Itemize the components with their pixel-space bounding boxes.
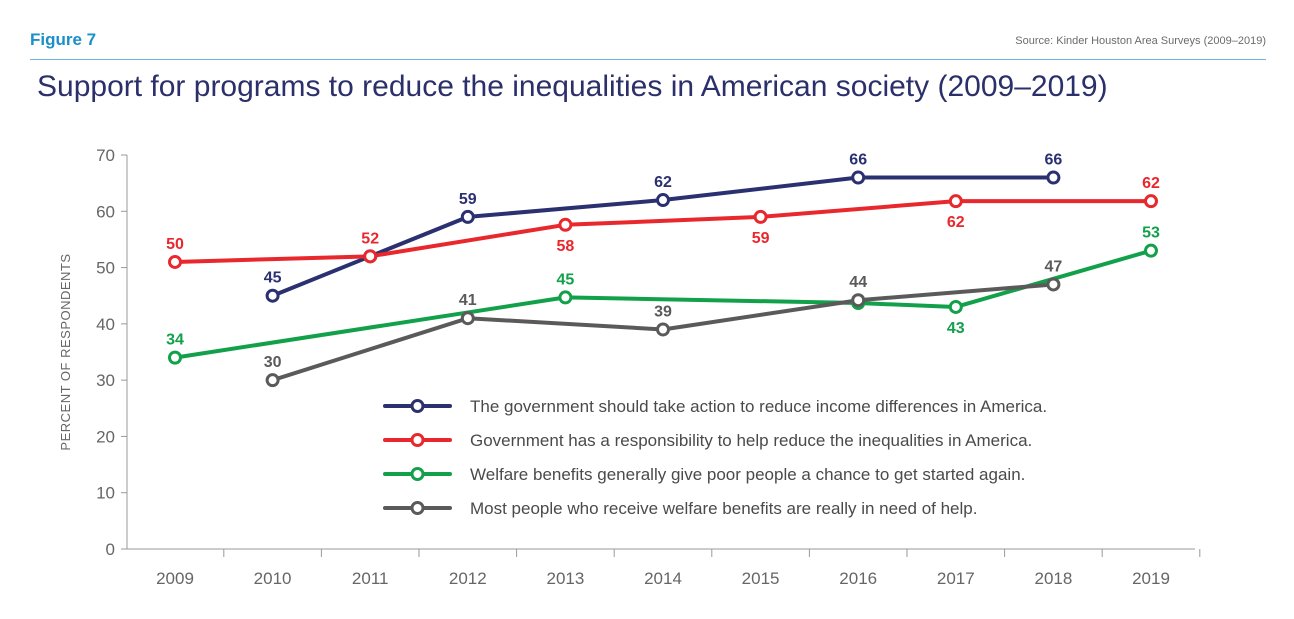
- series-2-data-label: 62: [1142, 175, 1160, 192]
- series-1-point: [656, 193, 670, 208]
- series-lines: [173, 175, 1153, 383]
- series-2-point: [363, 249, 378, 264]
- series-4-point: [265, 373, 280, 388]
- series-1-data-label: 59: [459, 191, 477, 208]
- series-2-data-label: 59: [752, 230, 770, 247]
- x-tick-label: 2017: [937, 569, 975, 588]
- source-note: Source: Kinder Houston Area Surveys (200…: [1015, 35, 1266, 47]
- x-tick-label: 2010: [254, 569, 292, 588]
- chart-title: Support for programs to reduce the inequ…: [37, 70, 1108, 103]
- legend-label-4: Most people who receive welfare benefits…: [470, 499, 977, 518]
- series-2-point: [948, 194, 963, 209]
- series-1-point: [265, 288, 280, 303]
- y-tick-label: 40: [96, 315, 115, 334]
- series-3-data-label: 34: [166, 332, 184, 349]
- data-labels: 45 59 62 66 66 50 52 58 59 62 62 34 45 43 53 30 41 39 44 47: [166, 152, 1160, 372]
- x-tick-label: 2014: [644, 569, 682, 588]
- legend-label-1: The government should take action to red…: [470, 397, 1047, 416]
- series-4-data-label: 44: [849, 274, 867, 291]
- x-tick-label: 2012: [449, 569, 487, 588]
- series-3-data-label: 53: [1142, 225, 1160, 242]
- legend: The government should take action to red…: [383, 397, 1047, 518]
- y-tick-label: 70: [96, 146, 115, 165]
- series-4-point: [851, 293, 866, 308]
- series-1-point: [1046, 170, 1061, 185]
- x-tick-label: 2011: [352, 569, 389, 588]
- series-1-point: [460, 209, 475, 224]
- y-tick-label: 50: [96, 259, 115, 278]
- series-2-point: [753, 209, 768, 224]
- series-4-data-label: 41: [459, 292, 477, 309]
- legend-marker-2: [410, 433, 425, 447]
- header-divider: [30, 59, 1266, 60]
- x-tick-label: 2009: [156, 569, 194, 588]
- x-tick-label: 2018: [1034, 569, 1072, 588]
- series-4-point: [1046, 277, 1061, 292]
- series-3-data-label: 43: [947, 320, 965, 337]
- series-2-data-label: 62: [947, 214, 965, 231]
- series-3-point: [558, 290, 573, 305]
- series-2-data-label: 52: [361, 230, 379, 247]
- x-tick-label: 2016: [839, 569, 877, 588]
- series-3-point: [168, 350, 182, 365]
- y-tick-label: 20: [96, 427, 115, 446]
- legend-marker-3: [410, 467, 425, 481]
- series-line-2: [173, 199, 1153, 264]
- series-2-point: [168, 254, 182, 269]
- series-2-data-label: 58: [557, 238, 575, 255]
- series-2-point: [558, 217, 573, 232]
- series-2-point: [1144, 194, 1158, 209]
- legend-label-3: Welfare benefits generally give poor peo…: [470, 465, 1025, 484]
- series-1-data-label: 62: [654, 174, 672, 191]
- series-line-1: [270, 175, 1056, 298]
- y-tick-label: 60: [96, 202, 115, 221]
- series-3-point: [948, 299, 963, 314]
- series-points: [168, 170, 1158, 388]
- legend-label-2: Government has a responsibility to help …: [470, 431, 1032, 450]
- axes: 0 10 20 30 40 50 60 70 2009 2010 2011 2012 2013 2014 2…: [58, 146, 1201, 588]
- series-3-data-label: 45: [557, 271, 575, 288]
- figure-label: Figure 7: [30, 30, 97, 49]
- y-tick-label: 0: [106, 540, 115, 559]
- series-1-data-label: 45: [264, 270, 282, 287]
- series-1-data-label: 66: [849, 152, 867, 169]
- series-4-data-label: 39: [654, 303, 672, 320]
- series-4-point: [656, 322, 670, 337]
- legend-marker-1: [410, 399, 425, 413]
- series-4-point: [460, 311, 475, 326]
- x-tick-label: 2013: [546, 569, 584, 588]
- series-1-point: [851, 170, 866, 185]
- series-2-data-label: 50: [166, 236, 184, 253]
- y-axis-title: PERCENT OF RESPONDENTS: [58, 253, 73, 450]
- series-4-data-label: 47: [1045, 258, 1063, 275]
- series-4-data-label: 30: [264, 354, 282, 371]
- y-tick-label: 30: [96, 371, 115, 390]
- series-3-point: [1144, 243, 1158, 258]
- legend-marker-4: [410, 501, 425, 515]
- x-tick-label: 2015: [742, 569, 780, 588]
- series-1-data-label: 66: [1045, 152, 1063, 169]
- x-tick-label: 2019: [1132, 569, 1170, 588]
- y-tick-label: 10: [96, 484, 115, 503]
